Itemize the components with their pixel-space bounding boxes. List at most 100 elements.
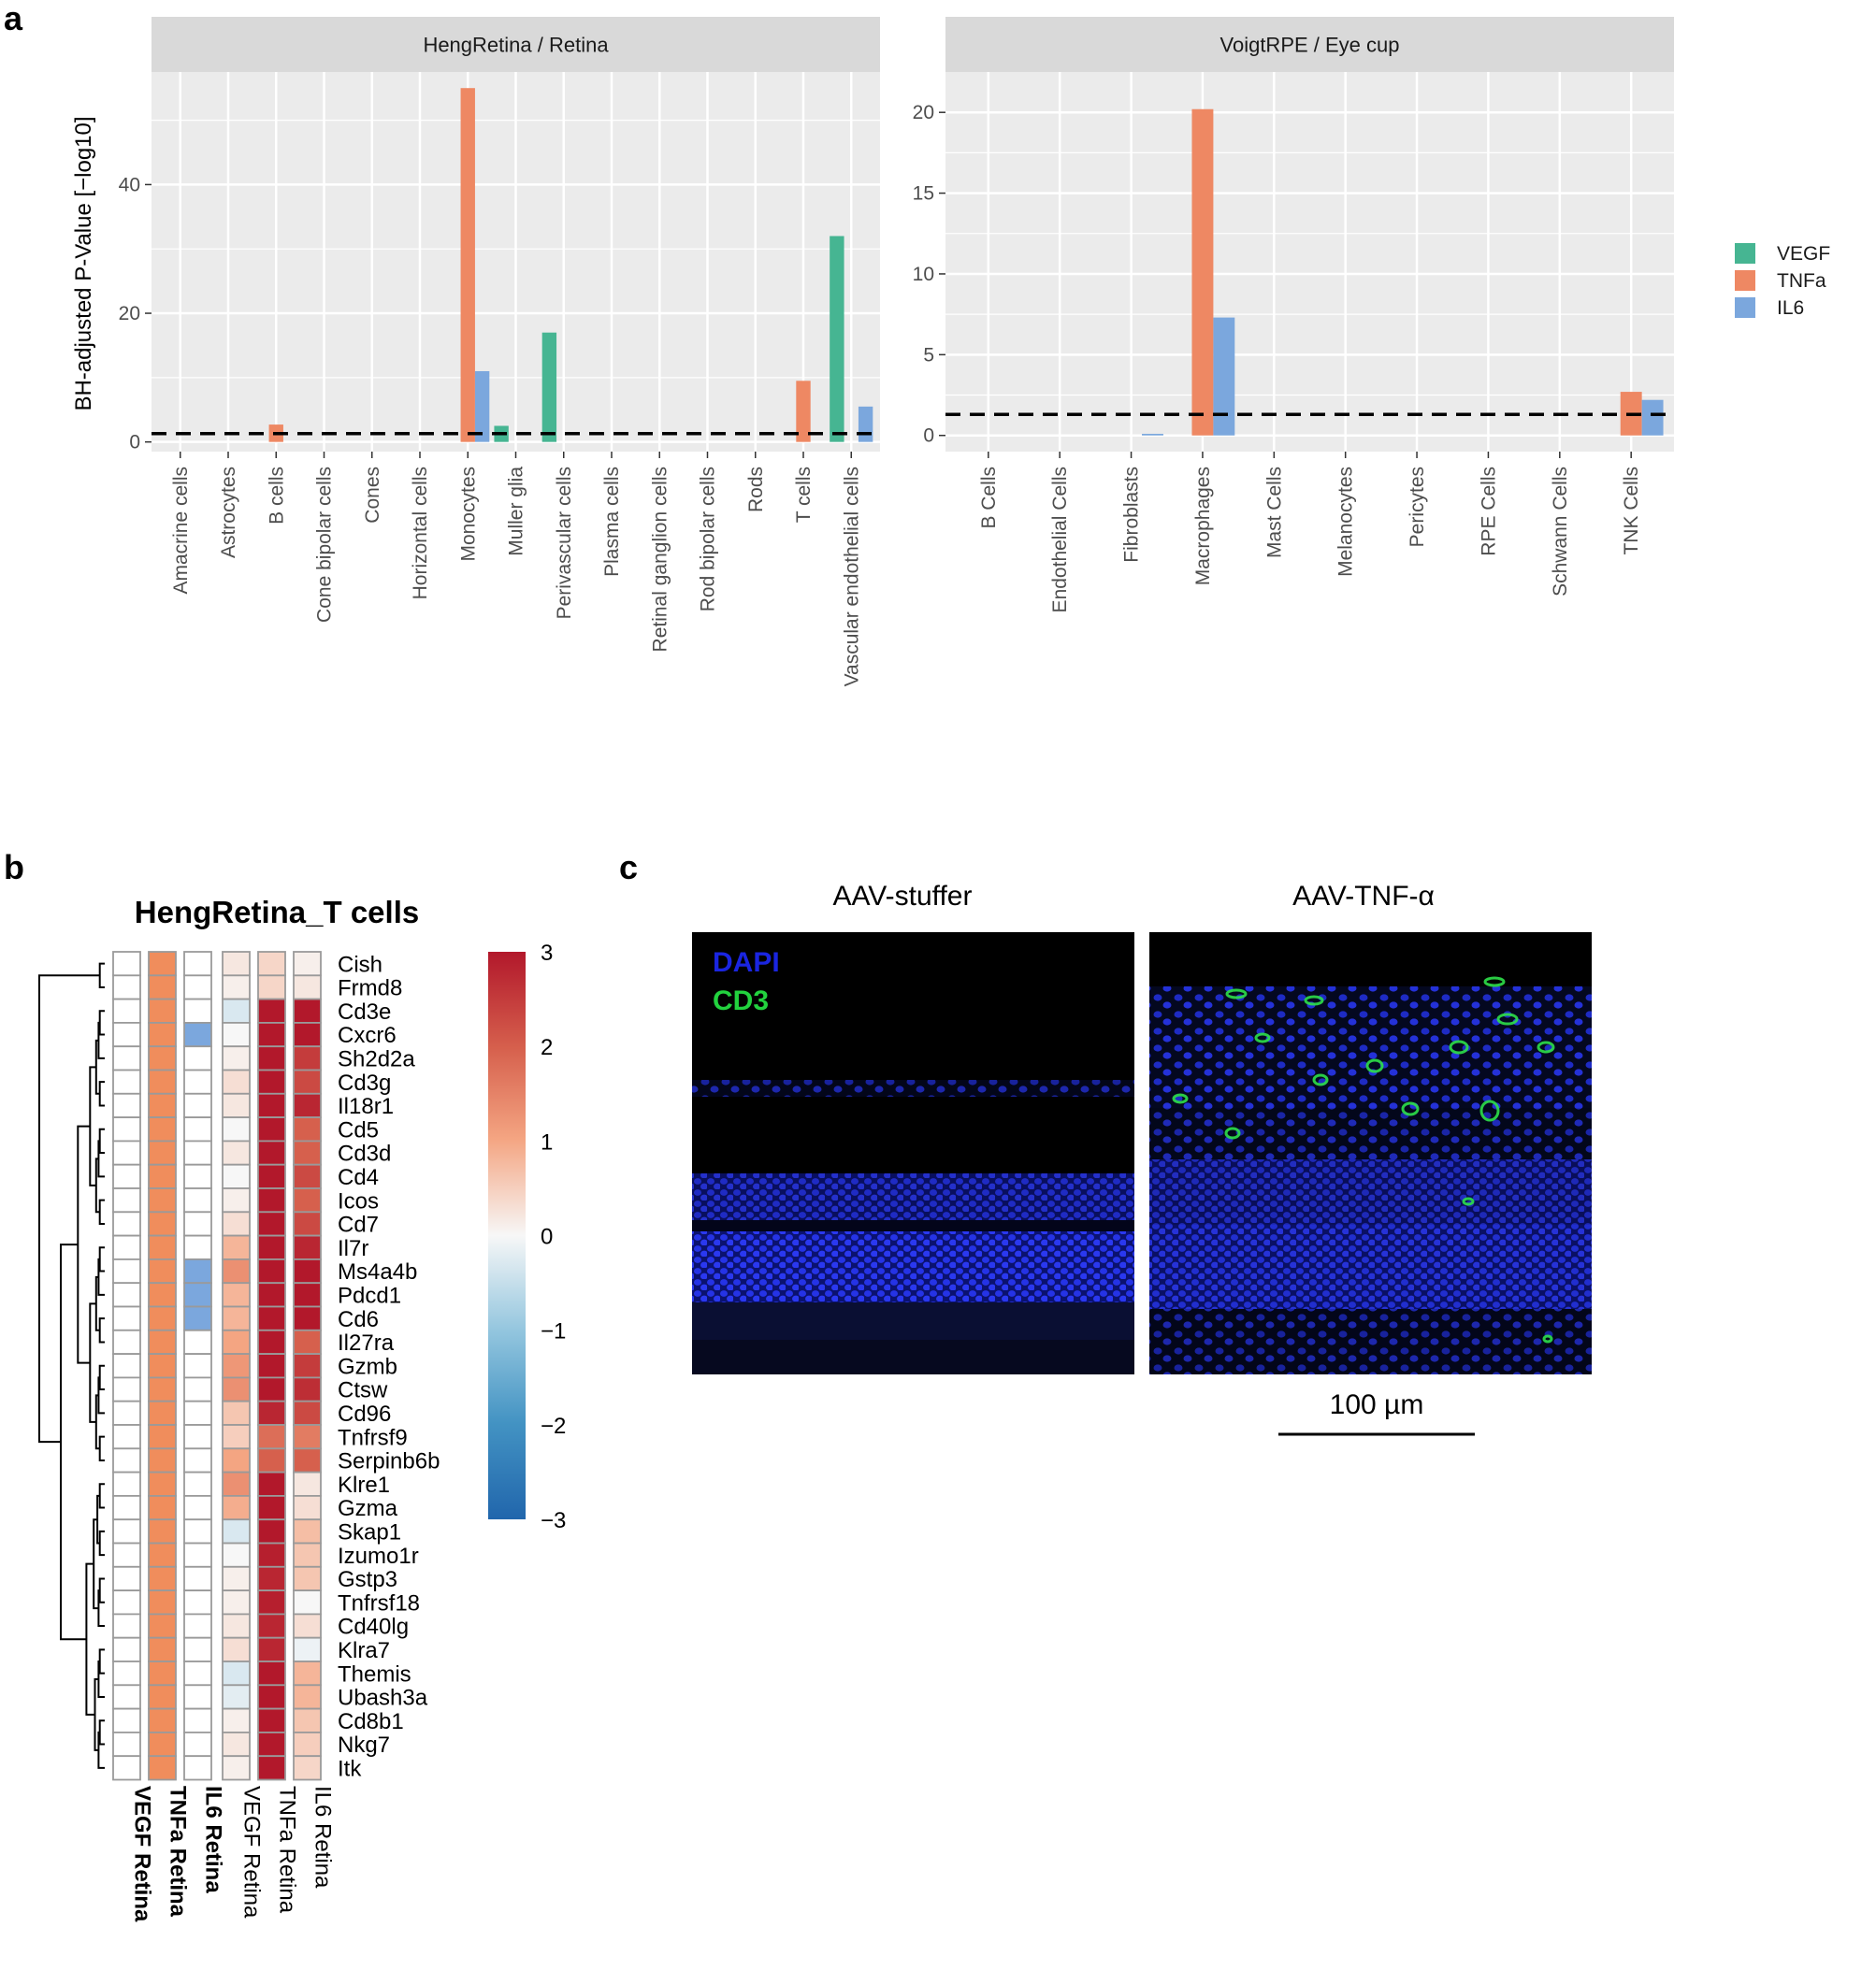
gene-label: Il27ra <box>338 1330 395 1356</box>
annotation-cell <box>183 1022 212 1048</box>
annotation-cell <box>148 1187 177 1214</box>
x-tick-label: Macrophages <box>1192 467 1214 585</box>
heatmap-title: HengRetina_T cells <box>135 895 419 929</box>
dendrogram-branch <box>97 1258 105 1296</box>
colorbar-tick-label: −2 <box>541 1414 566 1439</box>
heatmap-cell <box>293 1282 322 1308</box>
colorbar <box>488 952 526 1519</box>
heatmap-cell <box>257 1495 286 1521</box>
x-tick-label: Schwann Cells <box>1550 467 1571 597</box>
legend-label-tnfa: TNFa <box>1777 270 1826 292</box>
heatmap-cell <box>222 1613 251 1639</box>
dendrogram-branch <box>98 1648 105 1675</box>
bar-il6 <box>858 406 873 442</box>
heatmap-cell <box>293 1376 322 1402</box>
dendrogram-branch <box>97 1731 105 1769</box>
y-axis-title: BH-adjusted P-Value [−log10] <box>71 116 96 410</box>
heatmap-cell <box>222 1447 251 1474</box>
heatmap-cell <box>222 1565 251 1592</box>
heatmap-cell <box>257 1045 286 1071</box>
annotation-cell <box>112 1636 141 1662</box>
annotation-cell <box>183 1258 212 1285</box>
dendrogram-branch <box>97 1661 105 1698</box>
heatmap-cell <box>293 1329 322 1356</box>
bar-tnfa <box>796 381 811 442</box>
gene-label: Cd3g <box>338 1071 391 1096</box>
annotation-cell <box>183 1661 212 1687</box>
y-tick-label: 0 <box>923 425 934 447</box>
gene-label: Il18r1 <box>338 1094 394 1119</box>
heatmap-cell <box>222 1211 251 1237</box>
heatmap-cell <box>293 1684 322 1710</box>
column-label: VEGF Retina <box>239 1786 265 1919</box>
dendrogram-branch <box>97 1140 105 1178</box>
annotation-cell <box>112 1353 141 1379</box>
legend-swatch-il6 <box>1735 297 1755 318</box>
annotation-cell <box>183 974 212 1000</box>
x-tick-label: Rods <box>745 467 767 512</box>
heatmap-cell <box>222 1495 251 1521</box>
y-tick-label: 0 <box>129 432 140 453</box>
annotation-cell <box>112 1471 141 1497</box>
annotation-cell <box>112 1542 141 1568</box>
heatmap-cell <box>293 1471 322 1497</box>
x-tick-label: Amacrine cells <box>170 467 192 595</box>
gene-label: Cd40lg <box>338 1615 409 1640</box>
annotation-cell <box>148 1542 177 1568</box>
annotation-cell <box>148 998 177 1024</box>
heatmap-cell <box>222 1732 251 1758</box>
annotation-cell <box>112 1022 141 1048</box>
heatmap-cell <box>222 1353 251 1379</box>
dendrogram-branch <box>98 1719 105 1746</box>
heatmap-cell <box>293 1755 322 1781</box>
colorbar-tick-label: 1 <box>541 1129 553 1155</box>
facet-strip <box>152 17 880 72</box>
annotation-cell <box>148 951 177 977</box>
panel-a-bar-charts: HengRetina / Retina 0 20 40 Amacrine cells As… <box>71 17 1674 686</box>
column-label: TNFa Retina <box>166 1786 191 1918</box>
annotation-cell <box>183 1447 212 1474</box>
heatmap-cell <box>222 1684 251 1710</box>
bar-il6 <box>1213 317 1235 436</box>
gene-label: Gzmb <box>338 1354 397 1379</box>
heatmap-cell <box>293 1258 322 1285</box>
legend: VEGF TNFa IL6 <box>1735 243 1830 319</box>
annotation-cell <box>183 1211 212 1237</box>
heatmap-cell <box>257 1732 286 1758</box>
annotation-cell <box>112 1045 141 1071</box>
heatmap-cell <box>257 1447 286 1474</box>
gene-label: Serpinb6b <box>338 1449 440 1474</box>
heatmap-cell <box>222 1282 251 1308</box>
gene-label: Sh2d2a <box>338 1047 415 1072</box>
panel-letter-a: a <box>4 0 23 37</box>
facet-title: VoigtRPE / Eye cup <box>1220 34 1400 57</box>
heatmap-cell <box>222 974 251 1000</box>
annotation-cell <box>183 1045 212 1071</box>
annotation-cell <box>183 1329 212 1356</box>
x-tick-label: T cells <box>793 467 815 523</box>
annotation-cell <box>183 1140 212 1166</box>
annotation-cell <box>112 1424 141 1450</box>
annotation-cell <box>148 974 177 1000</box>
heatmap-cell <box>293 1732 322 1758</box>
annotation-cell <box>148 1305 177 1331</box>
annotation-cell <box>183 1163 212 1189</box>
annotation-cell <box>148 1116 177 1143</box>
annotation-cell <box>183 1589 212 1616</box>
annotation-cell <box>183 1092 212 1119</box>
annotation-cell <box>183 1684 212 1710</box>
bar-tnfa <box>460 88 475 442</box>
annotation-cell <box>148 1732 177 1758</box>
dendrogram-branch <box>98 1530 105 1557</box>
heatmap-cell <box>257 1305 286 1331</box>
right-microscopy-image <box>1149 932 1592 1374</box>
heatmap-cell <box>222 1092 251 1119</box>
colorbar-tick-label: 3 <box>541 941 553 966</box>
annotation-cell <box>112 1092 141 1119</box>
x-tick-label: Monocytes <box>457 467 479 562</box>
bar-il6 <box>1641 399 1664 436</box>
heatmap-cell <box>257 1471 286 1497</box>
right-image-title: AAV-TNF-α <box>1292 881 1435 912</box>
annotation-cell <box>148 1424 177 1450</box>
